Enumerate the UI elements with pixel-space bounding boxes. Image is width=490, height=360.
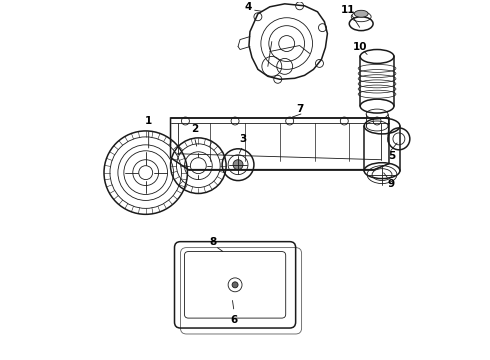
Text: 11: 11 bbox=[341, 5, 356, 15]
Text: 10: 10 bbox=[353, 41, 368, 51]
Ellipse shape bbox=[354, 10, 368, 17]
Text: 6: 6 bbox=[230, 315, 238, 325]
Text: 2: 2 bbox=[191, 124, 198, 134]
Text: 5: 5 bbox=[389, 151, 395, 161]
Circle shape bbox=[232, 282, 238, 288]
Circle shape bbox=[233, 160, 243, 170]
Text: 8: 8 bbox=[210, 237, 217, 247]
Text: 4: 4 bbox=[245, 2, 252, 12]
Text: 1: 1 bbox=[145, 116, 152, 126]
Text: 7: 7 bbox=[296, 104, 303, 114]
Text: 3: 3 bbox=[240, 134, 246, 144]
Text: 9: 9 bbox=[388, 179, 394, 189]
